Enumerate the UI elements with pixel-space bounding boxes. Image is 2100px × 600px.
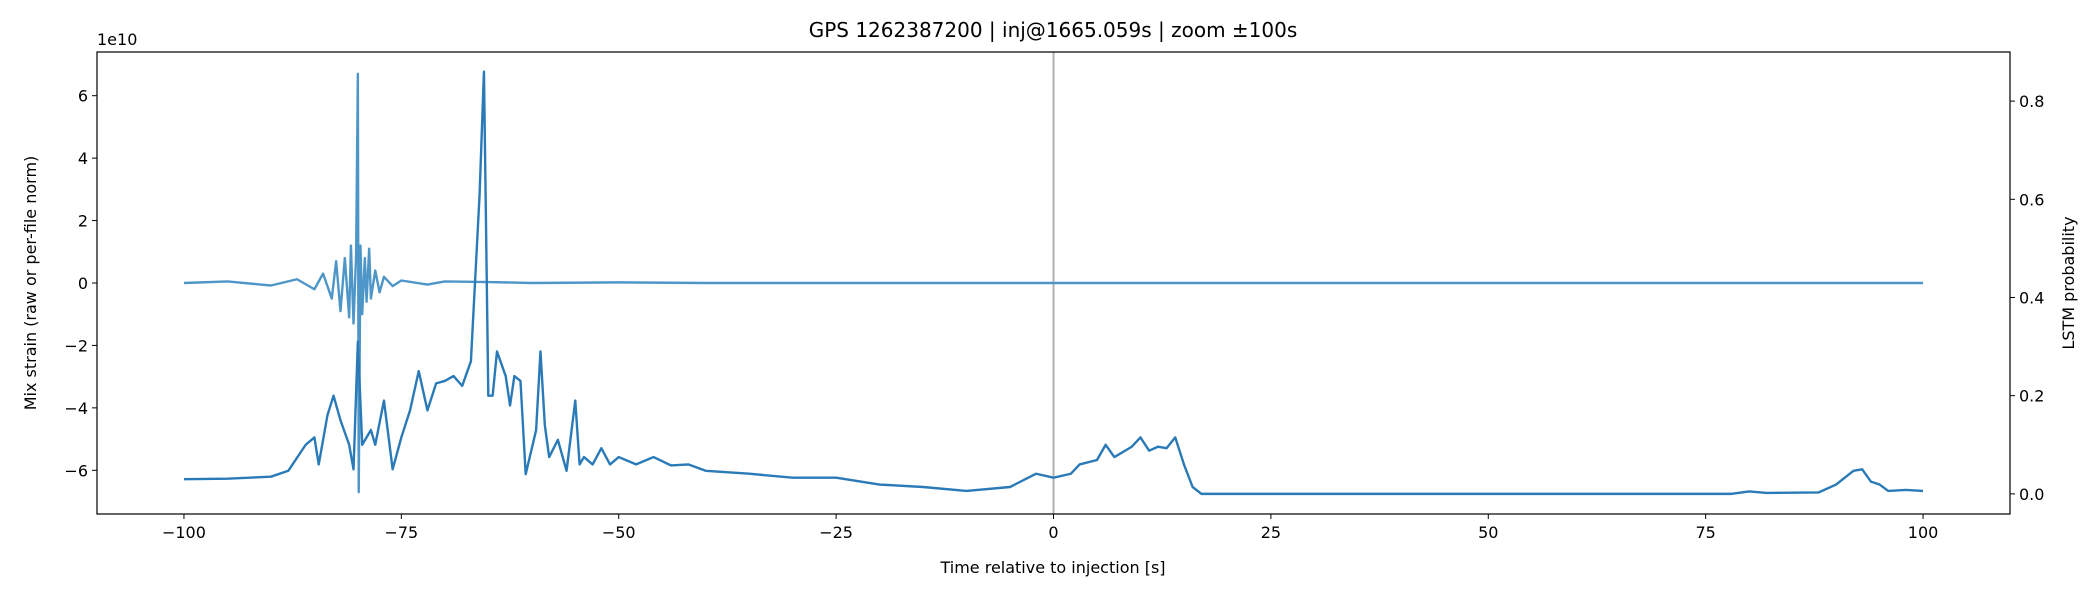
x-tick-label: 75 — [1695, 523, 1715, 542]
y2-tick-label: 0.2 — [2019, 387, 2044, 406]
y-tick-label: −2 — [64, 336, 88, 355]
x-tick-label: 50 — [1478, 523, 1498, 542]
y-tick-label: 4 — [78, 149, 88, 168]
y-offset-label: 1e10 — [97, 30, 137, 49]
x-tick-label: 100 — [1908, 523, 1939, 542]
x-tick-label: 25 — [1261, 523, 1281, 542]
x-tick-label: −50 — [602, 523, 636, 542]
y-tick-label: 2 — [78, 212, 88, 231]
strain-line — [183, 72, 1924, 494]
y-tick-label: −4 — [64, 399, 88, 418]
x-tick-label: 0 — [1048, 523, 1058, 542]
y2-axis-label: LSTM probability — [2059, 216, 2078, 349]
chart-title: GPS 1262387200 | inj@1665.059s | zoom ±1… — [809, 18, 1298, 42]
x-tick-label: −75 — [384, 523, 418, 542]
y-tick-label: 0 — [78, 274, 88, 293]
y-axis-label: Mix strain (raw or per-file norm) — [21, 156, 40, 411]
x-tick-label: −25 — [819, 523, 853, 542]
y2-tick-label: 0.0 — [2019, 485, 2044, 504]
probability-line — [183, 70, 1924, 496]
y-tick-label: −6 — [64, 461, 88, 480]
y2-tick-label: 0.6 — [2019, 190, 2044, 209]
y-tick-label: 6 — [78, 87, 88, 106]
y2-tick-label: 0.4 — [2019, 288, 2044, 307]
x-axis-label: Time relative to injection [s] — [939, 558, 1165, 577]
plot-frame — [96, 51, 2011, 515]
y2-tick-label: 0.8 — [2019, 92, 2044, 111]
x-tick-label: −100 — [162, 523, 206, 542]
